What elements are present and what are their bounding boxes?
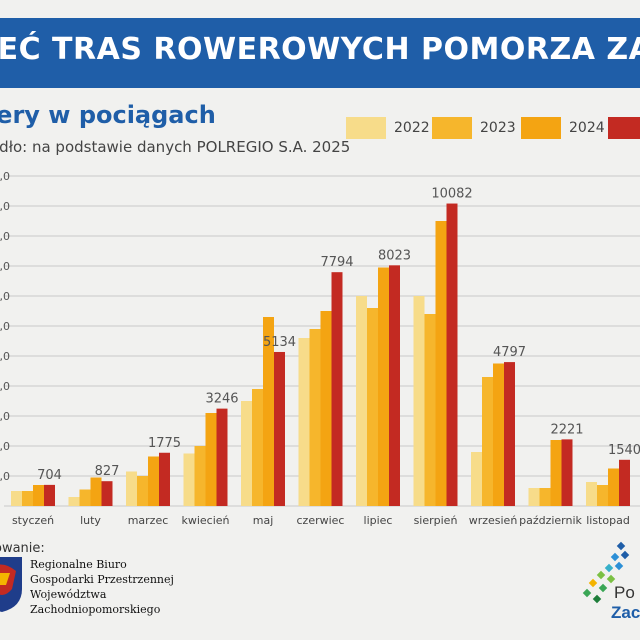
- bar: [79, 489, 91, 506]
- bar: [586, 482, 597, 506]
- data-label: 2221: [550, 422, 583, 437]
- x-tick-label: październik: [519, 514, 582, 527]
- bar: [550, 440, 562, 506]
- org-line: Województwa: [30, 588, 107, 601]
- banner-title: NEĆ TRAS ROWEROWYCH POMORZA ZACHODNIEGO: [0, 32, 640, 67]
- bar: [241, 401, 252, 506]
- bar: [309, 329, 321, 506]
- bar: [597, 485, 608, 506]
- bar: [424, 314, 436, 506]
- legend-swatch: [432, 117, 472, 139]
- x-tick-label: luty: [80, 514, 101, 527]
- bar: [148, 456, 159, 506]
- coat-of-arms-icon: [0, 557, 22, 612]
- title-banner: NEĆ TRAS ROWEROWYCH POMORZA ZACHODNIEGO: [0, 18, 640, 88]
- y-tick-label: 0,0: [0, 380, 10, 393]
- y-tick-label: 0,0: [0, 200, 10, 213]
- x-tick-label: maj: [253, 514, 274, 527]
- data-label: 5134: [263, 335, 296, 350]
- x-tick-label: listopad: [586, 514, 630, 527]
- data-label: 10082: [431, 187, 472, 202]
- bar: [356, 296, 367, 506]
- bar: [389, 265, 400, 506]
- data-label: 1540: [608, 443, 640, 458]
- data-label: 1775: [148, 436, 181, 451]
- bar: [68, 497, 80, 506]
- bar: [159, 452, 170, 506]
- bar: [101, 481, 113, 506]
- x-tick-label: sierpień: [414, 514, 458, 527]
- legend-label: 2022: [394, 120, 430, 136]
- x-tick-label: czerwiec: [297, 514, 345, 527]
- legend-label: 2024: [569, 120, 605, 136]
- bar: [528, 488, 540, 506]
- bar: [274, 351, 285, 506]
- data-label: 827: [95, 464, 120, 479]
- bar: [471, 452, 482, 506]
- bar: [137, 476, 148, 506]
- y-tick-label: 0,0: [0, 410, 10, 423]
- region-logo-icon: [582, 541, 630, 604]
- org-line: Gospodarki Przestrzennej: [30, 573, 174, 586]
- bar: [504, 362, 515, 506]
- funding-label: owanie:: [0, 541, 45, 556]
- logo-text: Po: [614, 583, 635, 602]
- x-tick-label: marzec: [128, 514, 169, 527]
- data-label: 704: [37, 468, 62, 483]
- bar: [252, 389, 263, 506]
- bar: [11, 491, 22, 506]
- bar: [205, 413, 217, 506]
- y-tick-label: 0,0: [0, 170, 10, 183]
- y-tick-label: 0,0: [0, 470, 10, 483]
- data-label: 4797: [493, 345, 526, 360]
- bar: [216, 408, 228, 506]
- y-tick-label: 0,0: [0, 260, 10, 273]
- bar: [446, 203, 458, 507]
- bar: [298, 338, 310, 506]
- y-tick-label: 0,0: [0, 290, 10, 303]
- legend-swatch: [346, 117, 386, 139]
- bar-chart: 0,0 0,0 0,0 0,0 0,0 0,0 0,0 0,0 0,0 0,0 0,0 704 styc…: [0, 170, 640, 527]
- x-tick-label: kwiecień: [181, 514, 229, 527]
- legend-label: 2023: [480, 120, 516, 136]
- y-tick-label: 0,0: [0, 350, 10, 363]
- data-label: 3246: [205, 392, 238, 407]
- logo-text: Zach: [611, 603, 640, 622]
- bar: [44, 484, 55, 506]
- legend-swatch: [521, 117, 561, 139]
- data-source: ódło: na podstawie danych POLREGIO S.A. …: [0, 138, 351, 156]
- bar: [608, 468, 619, 506]
- x-tick-label: styczeń: [12, 514, 54, 527]
- bar: [539, 488, 551, 506]
- y-tick-label: 0,0: [0, 230, 10, 243]
- bar: [22, 491, 33, 506]
- x-tick-label: lipiec: [364, 514, 393, 527]
- bar: [435, 221, 447, 506]
- data-label: 8023: [378, 248, 411, 263]
- chart-subtitle: wery w pociągach: [0, 101, 216, 129]
- bar: [33, 485, 44, 506]
- bar: [331, 272, 343, 506]
- bar: [378, 267, 389, 506]
- data-label: 7794: [320, 255, 353, 270]
- y-tick-label: 0,0: [0, 440, 10, 453]
- bar: [367, 308, 378, 506]
- bar: [619, 459, 630, 506]
- bar: [482, 377, 493, 506]
- bar: [413, 296, 425, 506]
- bar: [493, 363, 504, 506]
- bar: [126, 471, 137, 506]
- bar: [183, 453, 195, 506]
- legend-swatch: [608, 117, 640, 139]
- org-line: Zachodniopomorskiego: [30, 603, 161, 616]
- organization-name: Regionalne Biuro Gospodarki Przestrzenne…: [30, 557, 174, 617]
- org-line: Regionalne Biuro: [30, 558, 127, 571]
- x-tick-label: wrzesień: [469, 514, 518, 527]
- bar: [194, 446, 206, 506]
- y-tick-label: 0,0: [0, 320, 10, 333]
- bar: [561, 439, 573, 506]
- bar: [263, 317, 274, 506]
- bar: [320, 311, 332, 506]
- bar: [90, 477, 102, 506]
